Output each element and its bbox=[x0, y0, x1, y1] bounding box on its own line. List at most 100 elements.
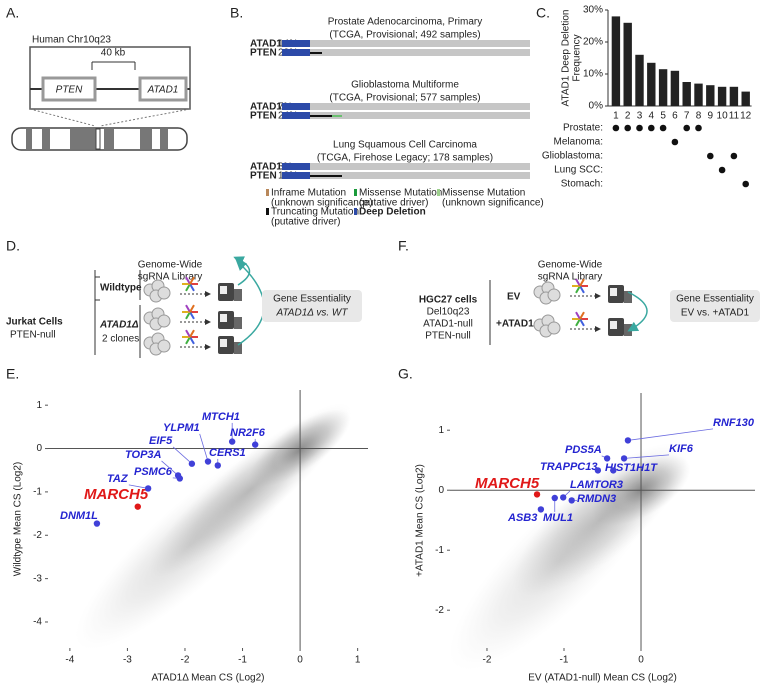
line bbox=[575, 285, 581, 294]
line bbox=[185, 311, 191, 320]
point-label: KIF6 bbox=[669, 443, 694, 455]
cell-icon bbox=[547, 321, 561, 335]
line bbox=[189, 311, 195, 320]
line bbox=[185, 304, 191, 313]
point-label: YLPM1 bbox=[163, 422, 200, 434]
shape bbox=[234, 289, 242, 301]
group-label: ATAD1Δ bbox=[99, 320, 139, 331]
point-label: MTCH1 bbox=[202, 411, 240, 423]
point bbox=[214, 462, 221, 469]
x-tick-label: 0 bbox=[297, 655, 303, 666]
matrix-dot bbox=[624, 124, 631, 132]
legend-swatch bbox=[354, 189, 357, 196]
shape bbox=[282, 103, 310, 110]
library-label: sgRNA Library bbox=[538, 272, 602, 283]
shape bbox=[282, 103, 530, 110]
shape bbox=[282, 40, 530, 47]
line bbox=[579, 311, 585, 320]
legend-text: (unknown significance) bbox=[442, 198, 544, 209]
matrix-dot bbox=[718, 166, 726, 174]
library-label: Genome-Wide bbox=[538, 260, 603, 271]
point bbox=[174, 472, 182, 479]
point-label: ASB3 bbox=[507, 512, 537, 524]
legend-swatch bbox=[354, 208, 357, 215]
bar bbox=[658, 69, 668, 106]
point-label: NR2F6 bbox=[230, 427, 266, 439]
shape bbox=[282, 172, 310, 179]
line bbox=[189, 276, 195, 285]
point-cloud bbox=[75, 440, 305, 650]
study-title: Lung Squamous Cell Carcinoma bbox=[333, 140, 477, 151]
line bbox=[185, 329, 191, 338]
point bbox=[603, 455, 611, 462]
legend-text: Missense Mutation bbox=[359, 188, 442, 199]
line bbox=[579, 318, 585, 327]
matrix-dot bbox=[707, 152, 714, 160]
matrix-dot bbox=[671, 138, 679, 146]
library-label: Genome-Wide bbox=[138, 260, 203, 271]
shape bbox=[282, 163, 530, 170]
cell-line: HGC27 cells bbox=[419, 295, 478, 306]
shape bbox=[70, 129, 98, 149]
bar bbox=[611, 16, 621, 106]
line bbox=[189, 329, 195, 338]
panel-label: C. bbox=[536, 5, 550, 21]
panel-label: A. bbox=[6, 5, 19, 21]
x-tick-label: 10 bbox=[717, 111, 729, 122]
gene-row-label: ATAD1 bbox=[250, 102, 282, 113]
line bbox=[189, 283, 195, 292]
x-axis-title: ATAD1Δ Mean CS (Log2) bbox=[151, 673, 264, 684]
line bbox=[189, 336, 195, 345]
result-label: Gene Essentiality bbox=[676, 294, 754, 305]
line bbox=[579, 285, 585, 294]
x-tick-label: 12 bbox=[740, 111, 752, 122]
panel-label: G. bbox=[398, 366, 413, 382]
bar bbox=[647, 62, 656, 106]
point bbox=[594, 467, 602, 474]
matrix-dot bbox=[683, 124, 690, 132]
study-title: (TCGA, Firehose Legacy; 178 samples) bbox=[317, 153, 493, 164]
point bbox=[537, 506, 545, 513]
shape bbox=[140, 129, 152, 149]
x-tick-label: 5 bbox=[660, 111, 666, 122]
y-tick-label: 0% bbox=[589, 101, 604, 112]
shape bbox=[220, 286, 227, 294]
study-title: (TCGA, Provisional; 492 samples) bbox=[329, 30, 480, 41]
y-axis-title: +ATAD1 Mean CS (Log2) bbox=[415, 464, 426, 577]
y-tick-label: -4 bbox=[33, 617, 42, 628]
point bbox=[624, 437, 632, 444]
point-label: DNM1L bbox=[60, 510, 98, 522]
point bbox=[144, 485, 152, 492]
matrix-dot bbox=[695, 124, 702, 132]
gene-label: PTEN bbox=[56, 85, 83, 96]
study-title: (TCGA, Provisional; 577 samples) bbox=[329, 93, 480, 104]
line bbox=[575, 278, 581, 287]
shape bbox=[282, 49, 530, 56]
shape bbox=[262, 290, 362, 322]
matrix-row-label: Glioblastoma: bbox=[542, 151, 603, 162]
library-label: sgRNA Library bbox=[138, 272, 202, 283]
bar bbox=[694, 83, 703, 106]
matrix-row-label: Stomach: bbox=[561, 179, 603, 190]
point bbox=[228, 438, 236, 445]
study-title: Glioblastoma Multiforme bbox=[351, 80, 459, 91]
bar bbox=[635, 54, 644, 106]
arrow bbox=[627, 291, 648, 332]
shape bbox=[282, 112, 530, 119]
bar bbox=[717, 86, 727, 106]
shape bbox=[42, 129, 50, 149]
line bbox=[185, 283, 191, 292]
shape bbox=[624, 291, 632, 303]
cell-line: Del10q23 bbox=[427, 307, 470, 318]
y-tick-label: -1 bbox=[435, 545, 444, 556]
gene-row-label: PTEN bbox=[250, 48, 277, 59]
x-tick-label: -1 bbox=[238, 655, 247, 666]
cell-icon bbox=[547, 288, 561, 302]
cell-line: ATAD1-null bbox=[423, 319, 473, 330]
point-label: CERS1 bbox=[209, 447, 246, 459]
shape bbox=[234, 342, 242, 354]
x-tick-label: 4 bbox=[649, 111, 655, 122]
y-tick-label: -2 bbox=[435, 605, 444, 616]
shape bbox=[29, 46, 191, 110]
